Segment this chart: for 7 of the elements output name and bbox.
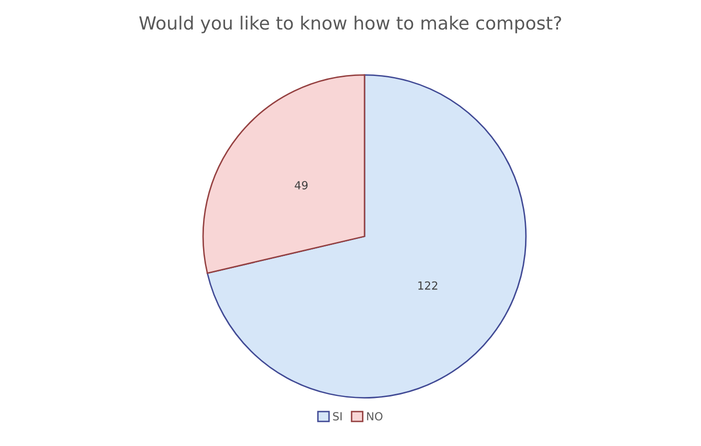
pie-slice xyxy=(202,74,366,274)
legend-label: SI xyxy=(333,412,342,420)
data-label: 122 xyxy=(418,281,438,290)
data-label: 49 xyxy=(294,181,308,190)
chart-title: Would you like to know how to make compost? xyxy=(139,16,562,34)
legend-label: NO xyxy=(367,412,382,420)
pie-slice xyxy=(206,74,527,398)
